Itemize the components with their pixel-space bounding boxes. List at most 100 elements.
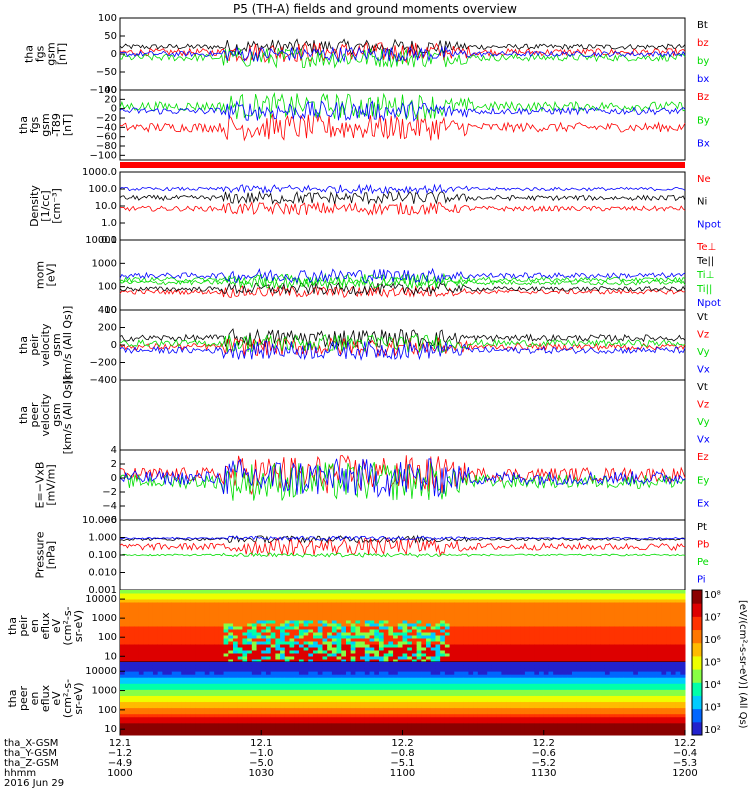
spectrogram-8-cell [604, 617, 611, 621]
spectrogram-8-cell [341, 605, 347, 609]
spectrogram-8-cell [407, 629, 413, 633]
y-tick-label: −50 [96, 67, 117, 78]
spectrogram-8-cell [506, 656, 512, 660]
spectrogram-9-cell [393, 716, 399, 721]
spectrogram-8-cell [595, 638, 601, 642]
spectrogram-9-cell [124, 701, 130, 706]
spectrogram-8-cell [322, 593, 328, 597]
spectrogram-9-cell [355, 722, 361, 727]
spectrogram-9-cell [275, 728, 281, 733]
spectrogram-8-cell [600, 623, 606, 627]
spectrogram-9-cell [317, 716, 323, 721]
spectrogram-8-cell [308, 659, 314, 663]
spectrogram-9-cell [440, 725, 446, 730]
spectrogram-9-cell [167, 698, 173, 703]
spectrogram-8-cell [680, 614, 686, 618]
spectrogram-8-cell [529, 653, 535, 657]
spectrogram-8-cell [200, 650, 206, 654]
spectrogram-9-cell [233, 668, 239, 672]
spectrogram-8-cell [586, 599, 592, 603]
spectrogram-8-cell [619, 656, 625, 660]
spectrogram-8-cell [496, 620, 502, 624]
spectrogram-9-cell [214, 695, 220, 699]
spectrogram-8-cell [411, 590, 418, 594]
spectrogram-8-cell [218, 626, 225, 630]
spectrogram-9-cell [397, 677, 403, 681]
spectrogram-8-cell [515, 614, 521, 618]
spectrogram-9-cell [195, 713, 201, 718]
spectrogram-8-cell [355, 638, 361, 642]
spectrogram-8-cell [265, 656, 272, 660]
spectrogram-9-cell [364, 701, 371, 706]
spectrogram-9-cell [463, 692, 469, 696]
spectrogram-8-cell [138, 644, 145, 648]
spectrogram-8-cell [604, 599, 611, 603]
spectrogram-8-cell [468, 638, 474, 642]
spectrogram-8-cell [520, 650, 526, 654]
spectrogram-9-cell [313, 701, 319, 706]
spectrogram-9-cell [228, 713, 234, 718]
spectrogram-8-cell [510, 593, 516, 597]
spectrogram-9-cell [129, 671, 135, 675]
spectrogram-9-cell [298, 662, 305, 666]
spectrogram-8-cell [223, 641, 229, 645]
spectrogram-9-cell [459, 689, 465, 693]
spectrogram-8-cell [289, 653, 295, 657]
spectrogram-9-cell [355, 680, 361, 684]
spectrogram-8-cell [473, 599, 479, 603]
spectrogram-8-cell [482, 653, 488, 657]
spectrogram-9-cell [491, 701, 498, 706]
spectrogram-8-cell [633, 593, 639, 597]
spectrogram-8-cell [341, 641, 347, 645]
spectrogram-9-cell [143, 674, 149, 678]
spectrogram-9-cell [383, 662, 389, 666]
spectrogram-8-cell [157, 593, 163, 597]
spectrogram-9-cell [284, 686, 290, 690]
spectrogram-8-cell [642, 599, 648, 603]
spectrogram-8-cell [576, 638, 582, 642]
spectrogram-8-cell [134, 638, 140, 642]
spectrogram-8-cell [148, 611, 154, 615]
spectrogram-8-cell [553, 596, 559, 600]
spectrogram-8-cell [642, 653, 648, 657]
spectrogram-8-cell [614, 632, 620, 636]
spectrogram-9-cell [397, 698, 403, 703]
spectrogram-8-cell [491, 620, 498, 624]
spectrogram-8-cell [148, 593, 154, 597]
spectrogram-9-cell [378, 707, 385, 712]
spectrogram-9-cell [468, 680, 474, 684]
spectrogram-8-cell [251, 641, 258, 645]
spectrogram-8-cell [308, 632, 314, 636]
spectrogram-8-cell [185, 656, 192, 660]
spectrogram-9-cell [303, 665, 309, 669]
spectrogram-8-cell [670, 620, 677, 624]
spectrogram-9-cell [397, 719, 403, 724]
spectrogram-8-cell [270, 629, 276, 633]
spectrogram-9-cell [275, 686, 281, 690]
spectrogram-9-cell [200, 704, 206, 709]
spectrogram-8-cell [581, 641, 587, 645]
spectrogram-8-cell [411, 632, 418, 636]
spectrogram-8-cell [270, 611, 276, 615]
spectrogram-9-cell [176, 662, 182, 666]
spectrogram-8-cell [322, 650, 328, 654]
spectrogram-8-cell [652, 638, 658, 642]
spectrogram-9-cell [459, 674, 465, 678]
spectrogram-8-cell [176, 635, 182, 639]
spectrogram-9-cell [143, 725, 149, 730]
spectrogram-9-cell [138, 731, 145, 736]
spectrogram-8-cell [364, 638, 371, 642]
spectrogram-8-cell [171, 632, 177, 636]
spectrogram-9-cell [181, 701, 187, 706]
spectrogram-9-cell [331, 731, 338, 736]
spectrogram-8-cell [270, 647, 276, 651]
spectrogram-8-cell [576, 656, 582, 660]
spectrogram-8-cell [397, 644, 403, 648]
spectrogram-8-cell [421, 593, 427, 597]
spectrogram-8-cell [482, 593, 488, 597]
spectrogram-9-cell [393, 671, 399, 675]
y-tick-label: 100.0 [88, 184, 117, 195]
spectrogram-9-cell [129, 719, 135, 724]
spectrogram-9-cell [374, 722, 380, 727]
spectrogram-9-cell [298, 689, 305, 693]
